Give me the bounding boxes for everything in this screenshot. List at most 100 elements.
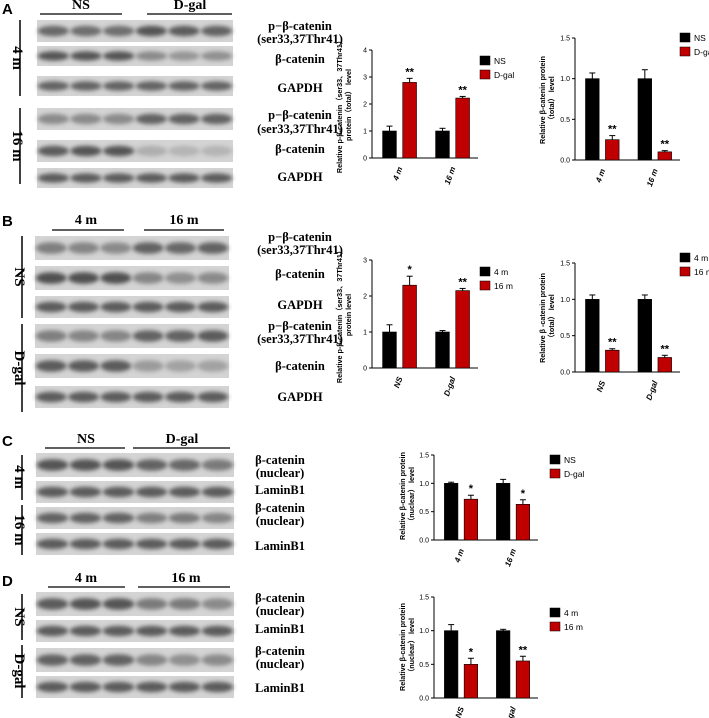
legend-entry: 16 m [694,267,709,277]
blot-band [168,538,201,550]
blot-band [100,360,132,372]
blot-band [201,459,234,471]
blot-band [102,654,135,666]
y-axis-label: （nuclear） level [407,618,416,676]
blot-background [35,386,229,408]
blot-background [35,296,229,318]
panel-letter-a: A [2,1,13,18]
group-label-16m: 16 m [169,213,199,228]
blot-label-p-beta-catenin: p−β-catenin [268,108,332,122]
blot-label-laminb1: LaminB1 [255,539,305,553]
blot-band [102,486,135,498]
y-tick-label: 1 [363,330,367,337]
panel-b-group-header: 4 m 16 m [52,213,224,231]
panel-letter-d: D [2,573,13,590]
blot-band [197,272,229,284]
bar-4-m [585,299,600,373]
y-tick-label: 0.5 [560,117,570,124]
y-axis-label: Relative p-β-catenin（ser33、37Thr41） [335,247,344,383]
blot-label-nuclear: (nuclear) [256,604,305,618]
significance-mark: ** [608,337,617,349]
group-label-16m: 16 m [171,571,201,586]
blot-band [132,242,164,254]
legend-swatch [549,607,561,618]
legend-swatch [549,468,561,479]
legend-swatch [479,55,491,66]
blot-band [164,301,197,313]
blot-band [135,512,168,524]
blot-strip [36,533,234,555]
blot-band [102,145,135,157]
blot-band [168,51,200,61]
legend-entry: D-gal [494,70,514,80]
group-label-dgal: D-gal [174,0,207,13]
blot-background [36,676,234,698]
blot-label-nuclear: (nuclear) [256,514,305,528]
bar-16-m [455,290,470,369]
blot-background [36,481,234,503]
y-axis-label: protein level [344,294,353,336]
blot-label-gapdh: GAPDH [277,170,322,184]
blot-band [36,459,69,471]
blot-band [102,81,135,91]
blot-band [200,81,233,91]
western-blots [35,20,234,698]
blot-band [168,145,200,157]
blot-background [36,592,234,616]
x-category-label: 4 m [391,166,405,183]
y-tick-label: 0.5 [419,509,429,516]
legend-swatch [679,266,691,277]
blot-band [164,360,197,372]
blot-band [201,486,234,498]
blot-background [35,236,229,260]
blot-band [168,81,200,91]
bar-ns [444,483,459,541]
x-category-label: D-gal [644,379,660,402]
blot-band [36,512,69,524]
blot-label-site: (ser33,37Thr41) [257,243,343,257]
legend-entry: NS [564,455,576,465]
blot-band [132,330,164,342]
bar-ns [496,483,511,541]
blot-strip [35,324,229,348]
blot-band [135,81,168,91]
y-tick-label: 1.5 [560,261,570,268]
blot-band [35,242,67,254]
blot-band [36,654,69,666]
blot-band [100,301,132,313]
blot-row-labels: p−β-catenin (ser33,37Thr41) β-catenin GA… [255,19,343,695]
y-tick-label: 3 [363,75,367,82]
blot-band [135,625,168,637]
blot-label-site: (ser33,37Thr41) [257,332,343,346]
blot-band [36,625,69,637]
blot-strip [36,592,234,616]
blot-band [168,654,201,666]
blot-background [35,266,229,290]
panel-d-group-header: 4 m 16 m [48,571,230,588]
blot-label-beta-catenin: β-catenin [275,142,325,156]
bar-chart-a-phospho: 0 1 2 3 4 ** 4 m ** 16 m Relative p-β-catenin（ser… [335,37,514,186]
blot-band [70,25,102,37]
group-label-ns: NS [72,0,90,13]
blot-label-beta-catenin: β-catenin [255,591,305,605]
y-axis-label: （total） level [547,76,556,124]
significance-mark: * [469,646,474,658]
legend-entry: D-gal [564,469,584,479]
blot-band [132,301,164,313]
blot-background [35,354,229,378]
blot-strip [37,140,233,162]
significance-mark: ** [458,84,467,96]
bar-4-m [435,331,450,369]
blot-background [37,140,233,162]
significance-mark: * [407,264,412,276]
blot-band [164,391,197,403]
blot-background [37,20,233,42]
blot-band [35,330,67,342]
blot-strip [36,481,234,503]
y-tick-label: 1.5 [419,595,429,602]
blot-band [132,272,164,284]
panel-letter-c: C [2,433,13,450]
blot-band [132,391,164,403]
blot-band [135,459,168,471]
blot-band [201,598,234,610]
